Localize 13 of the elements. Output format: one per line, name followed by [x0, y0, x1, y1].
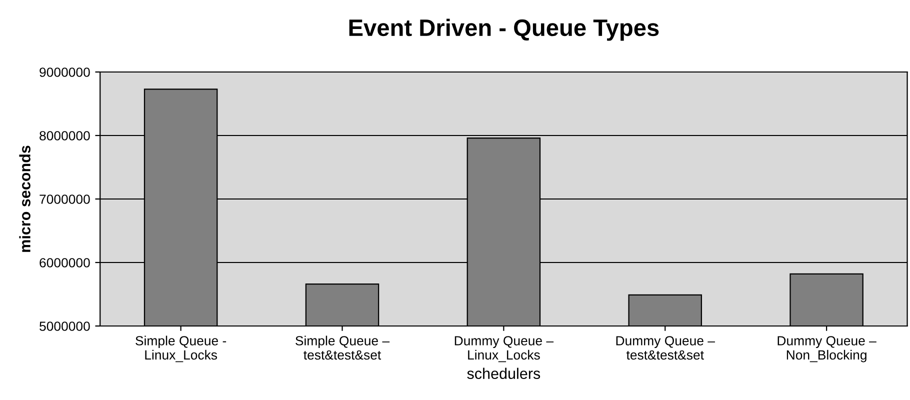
chart-title: Event Driven - Queue Types — [349, 18, 659, 41]
x-tick-label: Dummy Queue – Linux_Locks — [454, 336, 554, 362]
y-tick-label: 8000000 — [40, 131, 90, 140]
y-tick-label: 7000000 — [40, 194, 90, 204]
x-tick-label: Dummy Queue – test&test&set — [616, 336, 715, 360]
x-axis-title: schedulers — [467, 368, 540, 380]
y-tick-label: 6000000 — [40, 258, 90, 268]
y-tick-label: 5000000 — [40, 322, 90, 331]
y-tick-label: 9000000 — [40, 68, 90, 77]
y-axis-title: micro seconds — [19, 146, 30, 252]
x-tick-label: Dummy Queue – Non_Blocking — [778, 336, 876, 362]
x-tick-label: Simple Queue - Linux_Locks — [136, 336, 226, 362]
x-tick-label: Simple Queue – test&test&set — [296, 336, 390, 360]
